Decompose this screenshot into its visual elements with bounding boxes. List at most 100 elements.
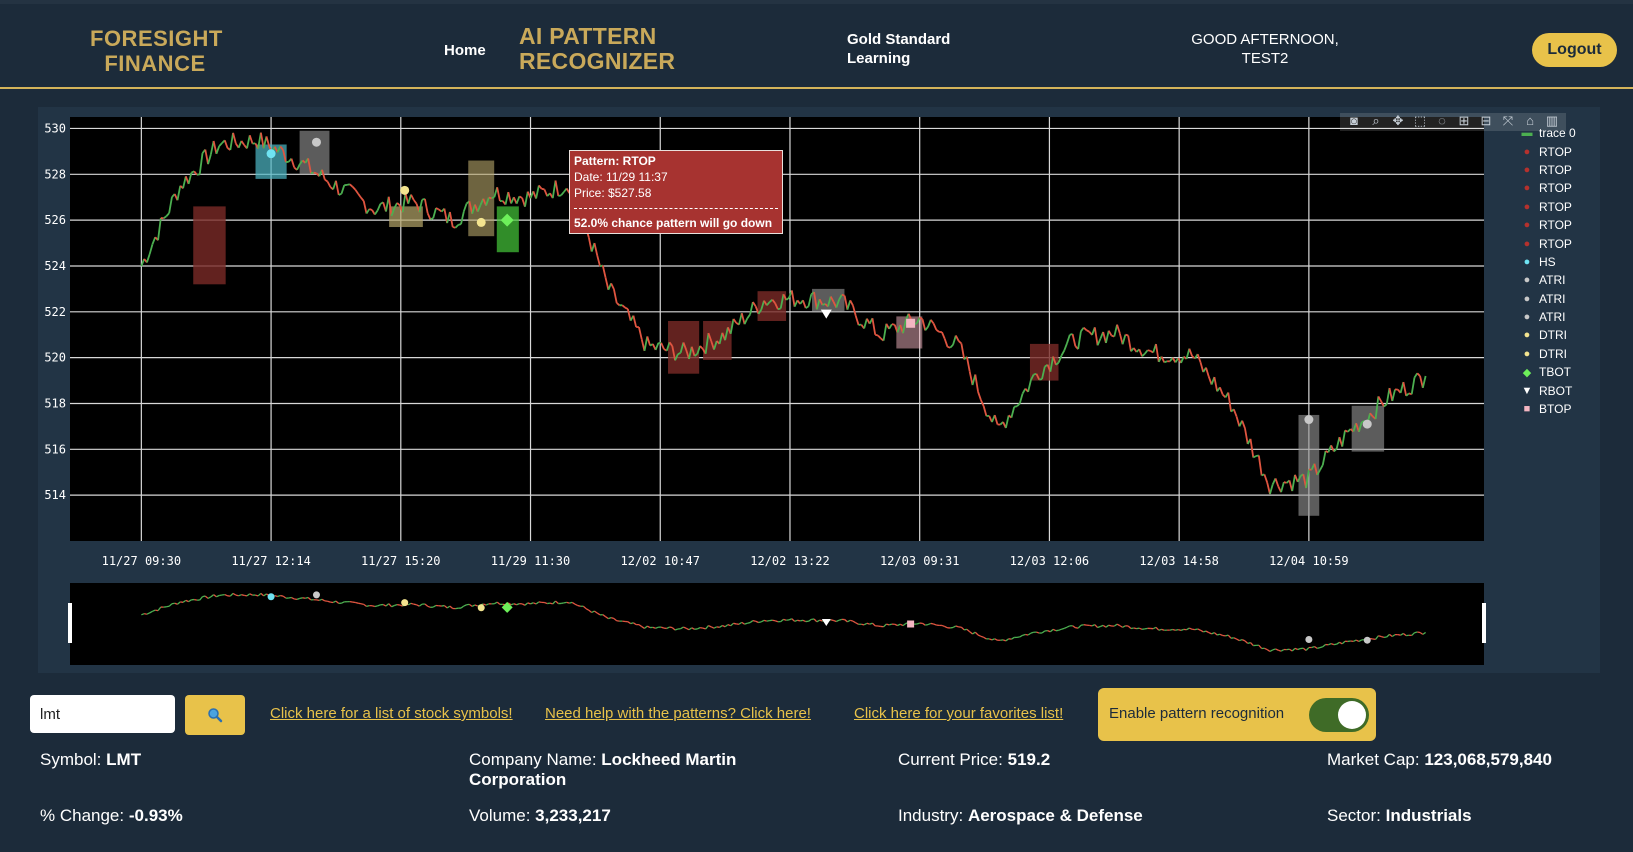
range-segment [1080,624,1084,626]
lasso-icon[interactable]: ◌ [1438,113,1446,128]
y-tick-label: 530 [44,121,66,135]
pattern-box [496,206,519,253]
price-segment [259,132,265,149]
home-icon[interactable]: ⌂ [1526,113,1534,128]
y-tick-label: 528 [44,167,66,181]
range-segment [260,592,265,597]
zoom-in-icon[interactable]: ⊞ [1458,113,1470,128]
autoscale-icon[interactable]: ⤧ [1502,113,1514,128]
box-select-icon[interactable]: ⬚ [1413,113,1427,128]
camera-icon[interactable]: ◙ [1350,113,1358,128]
legend-item[interactable]: ● RTOP [1515,179,1605,197]
logout-button[interactable]: Logout [1532,33,1617,67]
price-segment [282,149,287,163]
legend-item[interactable]: ● DTRI [1515,345,1605,363]
price-segment [1066,334,1071,344]
legend-item[interactable]: ● ATRI [1515,308,1605,326]
plotly-logo-icon[interactable]: ▥ [1545,113,1559,128]
legend-square-icon: ■ [1523,403,1531,416]
range-segment [468,603,473,607]
legend-item[interactable]: ● ATRI [1515,271,1605,289]
price-segment [877,334,882,340]
chart-modebar: ◙ ⌕ ✥ ⬚ ◌ ⊞ ⊟ ⤧ ⌂ ▥ [1340,113,1566,131]
legend-item[interactable]: ● RTOP [1515,142,1605,160]
price-segment [699,345,704,350]
range-segment [1291,647,1296,652]
range-segment [741,621,745,625]
range-segment [449,605,454,610]
price-segment [638,326,643,340]
legend-label: ATRI [1539,273,1566,288]
range-segment [1422,631,1426,635]
price-segment [707,332,713,342]
x-tick-label: 12/02 10:47 [621,554,700,568]
legend-dot-icon: ● [1523,163,1531,176]
zoom-out-icon[interactable]: ⊟ [1480,113,1492,128]
range-segment [1169,628,1173,631]
legend-item[interactable]: ● ATRI [1515,290,1605,308]
range-segment [577,604,581,607]
range-segment [1314,646,1318,649]
range-segment [366,605,370,607]
price-segment [1344,429,1349,433]
legend-item[interactable]: ■ BTOP [1515,400,1605,418]
range-segment [1341,640,1346,645]
range-handle-right[interactable] [1482,603,1486,643]
price-segment [1227,392,1232,412]
legend-item[interactable]: ◆ TBOT [1515,363,1605,381]
nav-home-link[interactable]: Home [444,42,486,59]
legend-item[interactable]: ● HS [1515,253,1605,271]
pattern-help-link[interactable]: Need help with the patterns? Click here! [545,705,811,722]
range-segment [1213,632,1218,636]
search-button[interactable] [185,695,245,735]
legend-item[interactable]: ● RTOP [1515,198,1605,216]
favorites-link[interactable]: Click here for your favorites list! [854,705,1064,722]
nav-gold-standard-link[interactable]: Gold Standard Learning [847,30,950,68]
range-marker [907,620,915,628]
range-segment [680,626,684,630]
pattern-box [1351,405,1385,452]
range-segment [327,600,331,603]
range-handle-left[interactable] [68,603,72,643]
price-segment [782,293,788,301]
price-segment [176,185,182,201]
range-segment [188,599,192,603]
brand-logo[interactable]: FORESIGHT FINANCE [90,26,222,76]
pattern-marker [1304,415,1314,425]
legend-item[interactable]: ● DTRI [1515,326,1605,344]
range-marker [1363,636,1371,644]
zoom-icon[interactable]: ⌕ [1372,113,1380,128]
range-segment [966,628,971,633]
price-segment [1083,326,1088,331]
price-segment [554,180,560,197]
range-segment [1097,625,1101,629]
range-segment [552,600,557,605]
range-segment [363,603,367,607]
legend-item[interactable]: ▬ trace 0 [1515,124,1605,142]
range-segment [385,603,390,607]
legend-label: RTOP [1539,199,1572,214]
range-segment [1369,637,1373,640]
price-segment [257,132,262,149]
pattern-recognition-toggle[interactable] [1309,698,1369,732]
range-segment [213,594,217,598]
legend-item[interactable]: ● RTOP [1515,234,1605,252]
y-tick-label: 516 [44,442,66,456]
range-segment [216,594,220,598]
range-segment [797,619,801,622]
price-segment [593,242,599,256]
price-segment [671,345,676,361]
symbol-search-input[interactable] [30,695,175,733]
pan-icon[interactable]: ✥ [1392,113,1404,128]
price-segment [1063,342,1068,351]
range-segment [613,618,618,622]
legend-item[interactable]: ● RTOP [1515,216,1605,234]
range-segment [530,602,534,605]
legend-item[interactable]: ▼ RBOT [1515,381,1605,399]
stock-symbols-link[interactable]: Click here for a list of stock symbols! [270,705,513,722]
price-segment [1219,387,1224,395]
range-segment [1172,628,1176,631]
range-segment [702,627,706,630]
legend-item[interactable]: ● RTOP [1515,161,1605,179]
price-segment [418,199,423,213]
